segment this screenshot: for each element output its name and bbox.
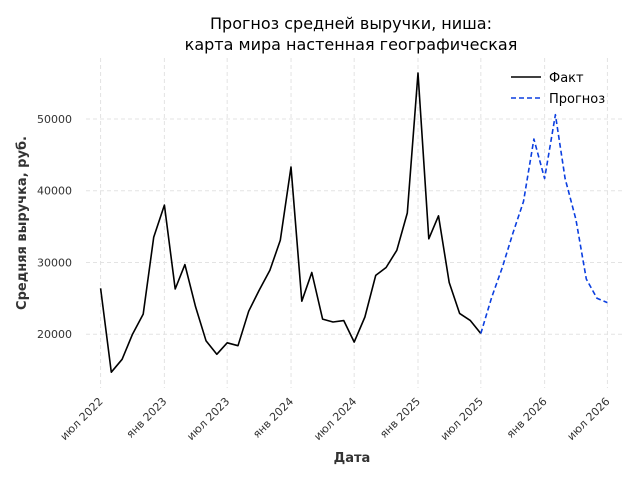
chart-title-line-2: карта мира настенная географическая <box>185 35 518 54</box>
series-lines <box>99 72 608 374</box>
x-tick-label: янв 2026 <box>504 395 550 441</box>
chart-title: Прогноз средней выручки, ниша: карта мир… <box>185 14 518 54</box>
x-tick-label: июл 2024 <box>311 395 359 443</box>
legend-label-fact: Факт <box>549 71 584 86</box>
y-tick-label: 40000 <box>37 185 72 198</box>
x-tick-label: янв 2025 <box>377 395 423 441</box>
x-tick-label: июл 2026 <box>565 395 613 443</box>
y-tick-labels: 20000 30000 40000 50000 <box>37 113 72 341</box>
legend-label-forecast: Прогноз <box>549 92 605 107</box>
y-tick-label: 30000 <box>37 256 72 269</box>
grid <box>86 58 622 388</box>
y-tick-label: 50000 <box>37 113 72 126</box>
x-tick-label: июл 2025 <box>438 395 486 443</box>
series-line-fact <box>99 72 482 374</box>
legend: Факт Прогноз <box>511 71 605 107</box>
y-tick-label: 20000 <box>37 328 72 341</box>
series-line-forecast <box>480 113 608 334</box>
x-tick-label: июл 2022 <box>58 395 106 443</box>
y-axis-label: Средняя выручка, руб. <box>15 136 30 310</box>
x-tick-label: июл 2023 <box>184 395 232 443</box>
x-tick-labels: июл 2022 янв 2023 июл 2023 янв 2024 июл 2024… <box>58 395 613 443</box>
x-tick-label: янв 2024 <box>250 395 296 441</box>
x-tick-label: янв 2023 <box>124 395 170 441</box>
chart-title-line-1: Прогноз средней выручки, ниша: <box>210 14 492 33</box>
x-axis-label: Дата <box>334 451 371 466</box>
